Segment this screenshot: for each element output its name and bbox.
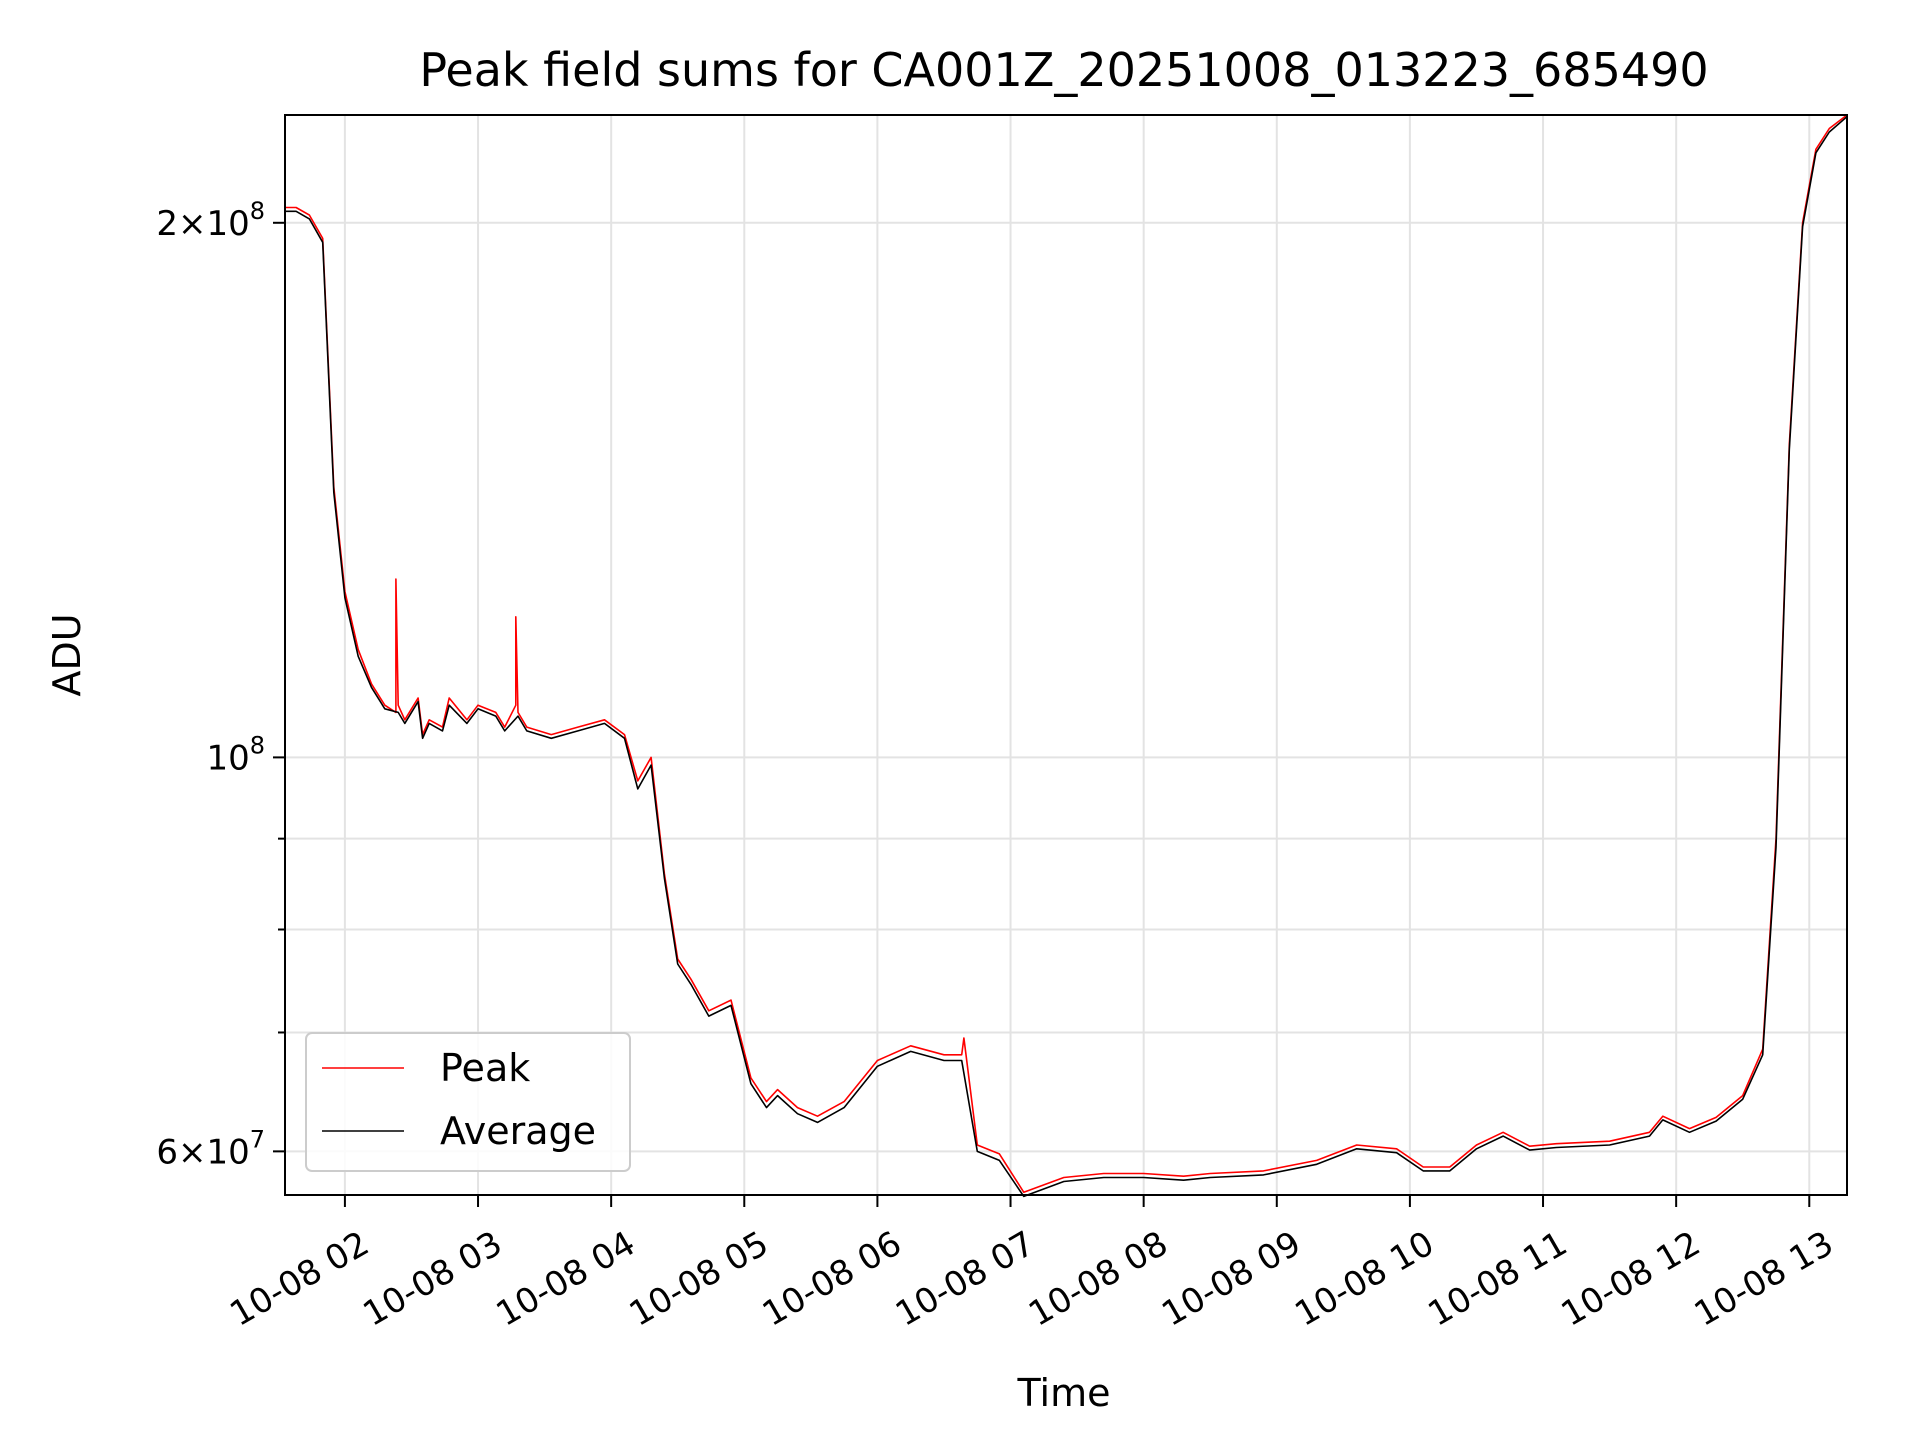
grid <box>285 115 1847 1195</box>
legend-label-average: Average <box>440 1109 596 1153</box>
chart-title: Peak field sums for CA001Z_20251008_0132… <box>419 43 1708 97</box>
y-tick-exponent: 8 <box>250 197 265 225</box>
x-tick-label: 10-08 02 <box>223 1224 375 1335</box>
legend-label-peak: Peak <box>440 1046 530 1090</box>
series-line-peak <box>285 114 1848 1194</box>
x-tick-label: 10-08 13 <box>1688 1224 1840 1335</box>
y-tick-exponent: 8 <box>250 731 265 759</box>
x-tick-label: 10-08 07 <box>889 1224 1041 1335</box>
x-tick-label: 10-08 04 <box>490 1224 642 1335</box>
legend: Peak Average <box>305 1032 631 1172</box>
plot-lines <box>285 114 1848 1198</box>
series-line-average <box>285 116 1848 1198</box>
plot-frame <box>284 114 1848 1196</box>
y-tick-label: 2×108 <box>156 197 265 244</box>
y-axis-label: ADU <box>45 613 89 696</box>
x-tick-label: 10-08 12 <box>1555 1224 1707 1335</box>
x-tick-label: 10-08 11 <box>1422 1224 1574 1335</box>
x-tick-label: 10-08 05 <box>623 1224 775 1335</box>
y-tick-mantissa: 2 <box>156 204 178 244</box>
x-tick-label: 10-08 09 <box>1155 1224 1307 1335</box>
y-tick-mantissa: 6 <box>156 1132 178 1172</box>
y-tick-label: 6×107 <box>156 1125 265 1172</box>
x-tick-label: 10-08 10 <box>1288 1224 1440 1335</box>
x-tick-label: 10-08 03 <box>357 1224 509 1335</box>
y-tick-label: 108 <box>206 731 265 778</box>
x-tick-label: 10-08 06 <box>756 1224 908 1335</box>
y-axis: 6×107 108 2×108 <box>156 197 285 1172</box>
x-axis-label: Time <box>1017 1371 1111 1415</box>
y-tick-exponent: 7 <box>250 1125 265 1153</box>
x-tick-label: 10-08 08 <box>1022 1224 1174 1335</box>
